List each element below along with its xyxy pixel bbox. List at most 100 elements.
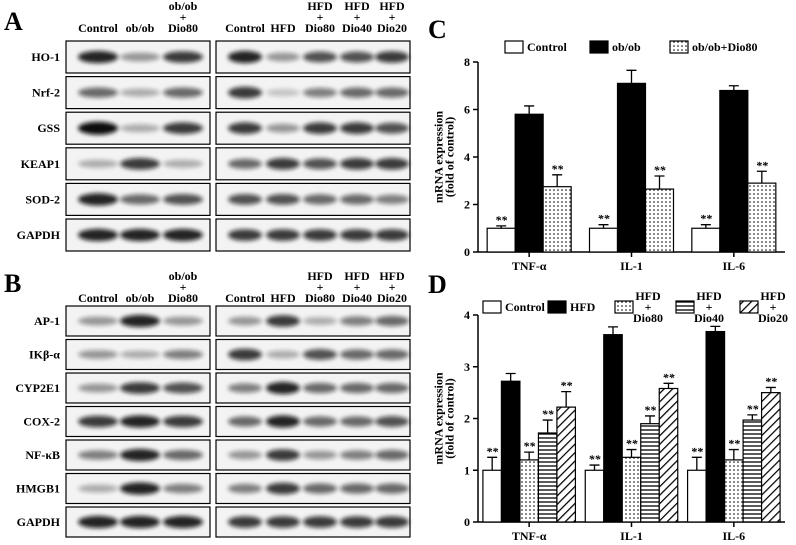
bar — [482, 469, 503, 523]
blot-band — [120, 228, 160, 242]
protein-label: KEAP1 — [21, 157, 60, 171]
blot-band — [340, 516, 374, 528]
x-tick-label: IL-1 — [620, 529, 643, 543]
panel-letter: D — [428, 270, 447, 299]
bar — [616, 82, 647, 253]
blot-band — [303, 450, 337, 460]
blot-band — [375, 87, 409, 98]
significance: ** — [486, 444, 499, 458]
significance: ** — [663, 370, 676, 384]
significance: ** — [523, 439, 536, 453]
blot-band — [303, 416, 337, 427]
blot-band — [120, 350, 160, 359]
blot-band — [228, 516, 262, 528]
bar — [514, 113, 544, 253]
significance: ** — [589, 452, 602, 466]
bar — [584, 469, 605, 523]
blot-band — [266, 52, 300, 62]
significance: ** — [728, 437, 741, 451]
error-bar — [626, 69, 637, 84]
blot-band — [340, 316, 374, 326]
blot-band — [375, 229, 409, 241]
blot-band — [163, 51, 203, 63]
blot-band — [266, 482, 300, 495]
significance: ** — [626, 437, 639, 451]
x-tick-label: IL-1 — [620, 259, 643, 273]
blot-band — [340, 483, 374, 494]
blot-band — [375, 349, 409, 360]
blot-band — [266, 315, 300, 327]
protein-label: GAPDH — [17, 515, 61, 529]
y-tick-label: 2 — [464, 198, 470, 212]
blot-band — [340, 450, 374, 460]
y-tick-label: 8 — [464, 55, 470, 69]
blot-band — [266, 123, 300, 133]
blot-band — [228, 158, 262, 169]
bar — [723, 459, 744, 523]
blot-band — [120, 124, 160, 133]
bar — [640, 423, 660, 523]
blot-band — [266, 229, 300, 241]
x-tick-label: IL-6 — [722, 529, 745, 543]
blot-band — [266, 415, 300, 428]
bar — [644, 188, 675, 253]
bar — [719, 89, 749, 253]
significance: ** — [551, 162, 564, 176]
legend-label: HFD + Dio20 — [758, 289, 788, 325]
blot-band — [266, 449, 300, 461]
bar — [691, 227, 721, 253]
bar — [500, 380, 521, 523]
blot-band — [163, 382, 203, 394]
blot-band — [120, 515, 160, 529]
error-bar — [524, 105, 535, 115]
blot-band — [228, 86, 262, 99]
protein-label: GAPDH — [17, 228, 61, 242]
blot-band — [375, 483, 409, 494]
blot-band — [78, 121, 118, 135]
error-bar — [756, 170, 767, 184]
legend-swatch — [547, 300, 567, 314]
significance: ** — [560, 379, 573, 393]
blot-band — [266, 381, 300, 395]
blot-band — [78, 228, 118, 242]
legend-label: ob/ob — [612, 40, 641, 54]
blot-band — [78, 159, 118, 168]
error-bar — [728, 85, 739, 91]
y-tick-label: 3 — [464, 360, 470, 374]
blot-band — [228, 483, 262, 494]
significance: ** — [495, 213, 508, 227]
bar — [519, 459, 540, 523]
error-bar — [524, 451, 535, 460]
blot-band — [163, 228, 203, 242]
error-bar — [700, 224, 711, 229]
bar — [542, 186, 572, 253]
blot-band — [303, 158, 337, 170]
error-bar — [663, 382, 674, 389]
error-bar — [589, 464, 600, 471]
protein-label: SOD-2 — [25, 192, 60, 206]
legend-swatch — [614, 300, 634, 314]
protein-label: GSS — [37, 121, 60, 135]
lane-label: HFD + Dio40 — [342, 269, 372, 305]
blot-band — [120, 448, 160, 462]
error-bar — [645, 415, 655, 424]
blot-band — [78, 515, 118, 529]
blot-band — [303, 87, 337, 98]
significance: ** — [598, 212, 611, 226]
error-bar — [598, 224, 609, 229]
blot-band — [163, 415, 203, 428]
legend-swatch — [669, 40, 689, 54]
error-bar — [542, 419, 553, 433]
lane-label: ob/ob — [126, 21, 155, 35]
lane-label: Control — [225, 21, 265, 35]
bar — [760, 392, 781, 523]
blot-band — [340, 229, 374, 241]
significance: ** — [542, 407, 555, 421]
blot-band — [78, 484, 118, 493]
blot-band — [163, 349, 203, 360]
significance: ** — [746, 402, 759, 416]
error-bar — [626, 448, 637, 458]
lane-label: Control — [78, 21, 118, 35]
lane-label: Control — [78, 291, 118, 305]
blot-band — [303, 51, 337, 63]
